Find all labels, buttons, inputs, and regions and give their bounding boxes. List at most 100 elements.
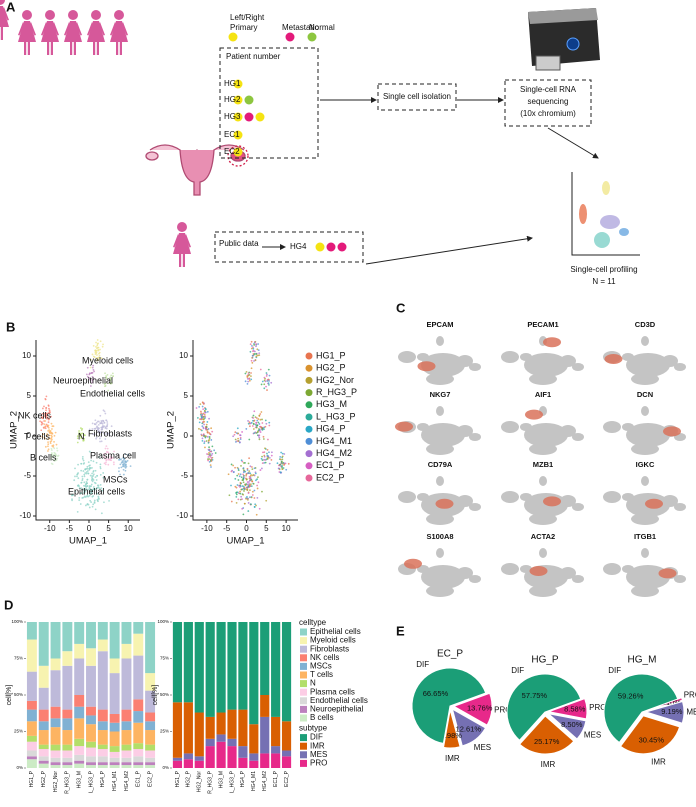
cell-point [85, 495, 88, 498]
cell-point [97, 486, 100, 489]
cell-point [264, 380, 267, 383]
bar-segment [133, 711, 144, 723]
cell-point [83, 481, 86, 484]
bar-segment [249, 760, 259, 768]
cell-point [50, 452, 53, 454]
cell-point [237, 437, 239, 440]
cell-point [103, 501, 105, 504]
gene-title: S100A8 [426, 532, 453, 541]
step-label: Single-cell RNA [520, 85, 577, 94]
cell-point [104, 382, 107, 385]
cell-point [249, 350, 252, 353]
cell-point [44, 425, 46, 428]
cell-point [240, 465, 242, 467]
legend-swatch [300, 645, 307, 653]
cell-point [253, 341, 256, 344]
bar-segment [194, 756, 204, 761]
cell-point [200, 410, 202, 413]
cell-point [245, 483, 248, 485]
cell-point [129, 465, 132, 468]
public-label: Public data [219, 239, 259, 248]
cell-point [264, 461, 267, 464]
cell-point [258, 414, 261, 417]
y-tick-label: 100% [157, 619, 169, 624]
cell-silhouette [631, 373, 659, 385]
cell-point [98, 352, 100, 355]
cell-point [260, 467, 263, 470]
cell-point [253, 344, 256, 346]
cell-point [280, 451, 283, 454]
cell-point [250, 483, 252, 486]
cell-point [88, 467, 91, 470]
expression-area [525, 409, 543, 420]
cell-point [54, 456, 56, 459]
cell-point [52, 445, 55, 448]
cell-silhouette [603, 563, 621, 575]
y-tick-label: -10 [19, 511, 31, 520]
cell-silhouette [426, 585, 454, 597]
cell-point [263, 462, 266, 464]
patient-label: HG3 [224, 112, 241, 121]
bar-segment [74, 643, 85, 659]
bar-segment [183, 753, 193, 760]
cell-point [252, 417, 255, 419]
cell-point [82, 470, 85, 472]
legend-swatch [305, 437, 313, 445]
cell-point [251, 480, 254, 483]
cell-silhouette [572, 575, 584, 583]
cell-point [268, 457, 271, 459]
cell-point [91, 379, 94, 382]
cell-silhouette [631, 513, 659, 525]
expression-area [663, 426, 681, 437]
bar-segment [260, 716, 270, 754]
bar-segment [26, 639, 37, 672]
cell-point [46, 416, 49, 419]
cell-point [207, 427, 210, 430]
cell-point [195, 407, 198, 409]
cell-point [255, 345, 257, 348]
cell-point [82, 492, 85, 494]
cell-point [243, 469, 245, 472]
expression-area [417, 361, 436, 372]
cell-point [248, 470, 251, 473]
cell-point [256, 348, 259, 351]
cell-point [255, 426, 258, 429]
cell-point [124, 464, 127, 467]
cell-point [279, 471, 282, 474]
bar-segment [109, 658, 120, 674]
cell-point [263, 458, 265, 461]
cell-point [210, 458, 213, 461]
cell-point [258, 507, 261, 510]
cell-point [89, 464, 91, 467]
bar-segment [249, 753, 259, 761]
cell-point [242, 467, 245, 469]
cell-silhouette [631, 443, 659, 455]
cell-silhouette [662, 355, 678, 367]
legend-label: Neuroepithelial [310, 705, 364, 714]
cell-point [246, 376, 249, 378]
cell-point [89, 366, 92, 369]
cluster-label: B cells [30, 452, 57, 462]
cell-point [118, 467, 120, 469]
cell-point [240, 459, 243, 462]
slice-label: DIF [511, 666, 524, 675]
cell-point [252, 346, 254, 349]
cell-point [97, 349, 100, 352]
cell-point [105, 433, 107, 435]
pie-title: HG_M [628, 655, 657, 666]
feature-plot [603, 548, 686, 597]
cell-silhouette [641, 548, 649, 558]
cell-point [76, 441, 79, 444]
cell-silhouette [501, 491, 519, 503]
bar-segment [216, 622, 226, 713]
feature-plot [398, 476, 481, 525]
cell-point [258, 423, 261, 425]
cell-point [95, 421, 98, 424]
cell-point [92, 344, 95, 347]
cell-point [235, 493, 238, 496]
cell-point [124, 461, 127, 464]
cell-point [42, 433, 45, 436]
x-tick-label: HG4_M1 [112, 771, 118, 791]
cell-point [101, 423, 104, 425]
cell-point [266, 458, 269, 460]
